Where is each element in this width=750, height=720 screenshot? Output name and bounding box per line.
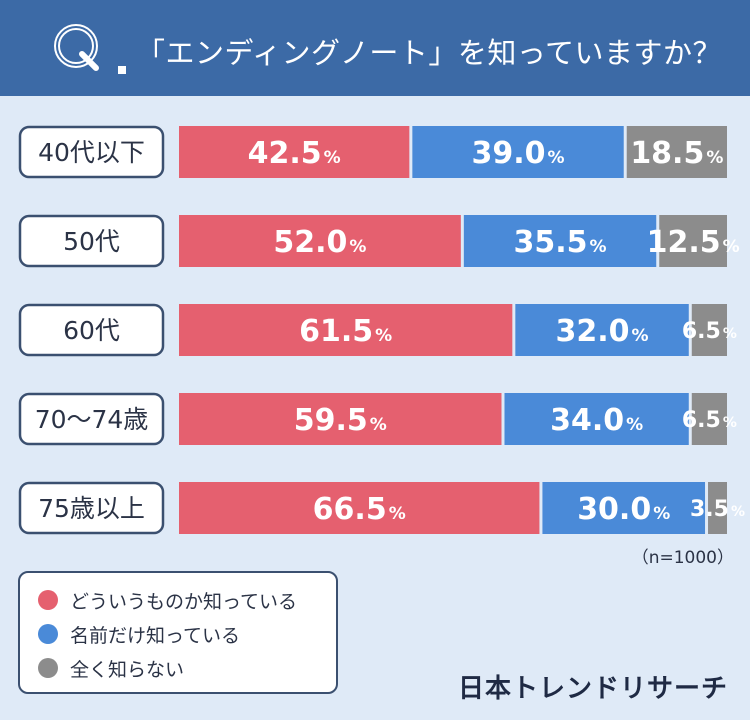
bar-segment [412,126,624,178]
category-label: 50代 [63,227,120,256]
category-label-box: 40代以下 [18,125,165,179]
sample-size-note: （n=1000） [631,548,734,568]
data-label: 6.5% [682,408,737,433]
data-label: 42.5% [248,136,341,171]
legend-dot [38,590,58,610]
data-label: 18.5% [630,136,723,171]
data-label: 3.5% [690,497,745,522]
question-title: 「エンディングノート」を知っていますか？ [136,36,722,70]
legend: どういうものか知っている 名前だけ知っている 全く知らない [18,571,338,694]
category-label: 60代 [63,316,120,345]
bar-segment [691,304,727,356]
stacked-bar-chart: 40代以下 42.5% 39.0% 18.5 % 50代 52.0% 35.5% 12.5 % 60… [18,125,745,535]
legend-item: 全く知らない [38,653,184,683]
legend-item: どういうものか知っている [38,585,297,615]
brand-logo: 日本トレンドリサーチ [457,674,728,704]
bar-segment [504,393,689,445]
q-icon: Q [54,24,99,71]
legend-item: 名前だけ知っている [38,619,240,649]
bar-segment [463,215,657,267]
bar-segment [659,215,727,267]
bar-segment [626,126,727,178]
data-label: 32.0% [556,314,649,349]
data-label: 30.0% [577,492,670,527]
bar-segment [179,215,461,267]
category-label-box: 70〜74歳 [18,392,165,446]
bar-segment [179,482,540,534]
category-label-box: 50代 [18,214,165,268]
data-label: 35.5% [514,225,607,260]
category-label-box: 60代 [18,303,165,357]
bar-segment [515,304,689,356]
category-label: 70〜74歳 [35,405,149,434]
legend-label: どういうものか知っている [70,590,298,613]
legend-label: 名前だけ知っている [70,624,241,647]
bar-segment [691,393,727,445]
data-label: 6.5% [682,319,737,344]
data-label: 34.0% [550,403,643,438]
data-label: 59.5% [294,403,387,438]
legend-label: 全く知らない [70,658,185,681]
bar-segment [708,482,727,534]
bar-segment [179,126,410,178]
data-label: 66.5% [313,492,406,527]
header-bar: Q 「エンディングノート」を知っていますか？ [0,0,750,96]
legend-dot [38,658,58,678]
category-label-box: 75歳以上 [18,481,165,535]
data-label: 61.5% [299,314,392,349]
category-label: 75歳以上 [38,494,145,523]
bar-segment [542,482,706,534]
data-label: 39.0% [472,136,565,171]
data-label: 12.5% [647,225,740,260]
bar-segment [179,393,502,445]
bar-segment [179,304,513,356]
q-dot [118,66,126,74]
data-label: 52.0% [273,225,366,260]
category-label: 40代以下 [38,138,145,167]
legend-dot [38,624,58,644]
